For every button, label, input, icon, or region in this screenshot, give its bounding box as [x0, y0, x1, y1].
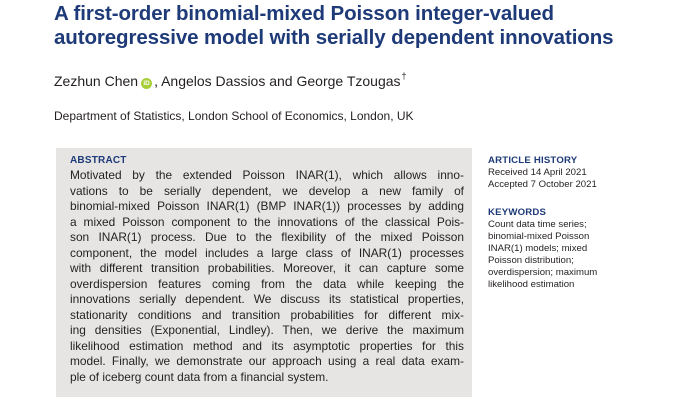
keyword-line: Count data time series; [488, 219, 587, 230]
received-date: Received 14 April 2021 [488, 167, 587, 178]
keywords-heading: KEYWORDS [488, 207, 547, 218]
abstract-line: overdispersion features coming from the … [70, 276, 464, 291]
author-names-rest: , Angelos Dassios and George Tzougas [154, 73, 401, 89]
keyword-line: likelihood estimation [488, 279, 575, 290]
dagger-mark: † [401, 71, 407, 81]
accepted-date: Accepted 7 October 2021 [488, 179, 597, 190]
abstract-text: Motivated by the extended Poisson INAR(1… [70, 168, 464, 385]
author-name: Zezhun Chen [54, 73, 139, 89]
abstract-line: with different transition probabilities.… [70, 261, 464, 275]
abstract-line: ing densities (Exponential, Lindley). Th… [70, 323, 464, 337]
orcid-icon[interactable]: iD [141, 78, 153, 89]
abstract-box [56, 148, 472, 397]
paper-title: A first-order binomial-mixed Poisson int… [54, 2, 654, 50]
abstract-line: ple of iceberg count data from a financi… [70, 369, 329, 384]
abstract-line: a mixed Poisson component to the innovat… [70, 214, 464, 229]
article-history: ARTICLE HISTORY Received 14 April 2021 A… [488, 155, 597, 191]
abstract-line: likelihood estimation method and its asy… [70, 338, 464, 353]
abstract-line: component, the model includes a large cl… [70, 245, 464, 260]
abstract-line: stationarity conditions and transition p… [70, 307, 464, 322]
abstract-line: vations to be serially dependent, we dev… [70, 183, 464, 198]
keyword-line: binomial-mixed Poisson [488, 231, 590, 242]
affiliation: Department of Statistics, London School … [54, 109, 414, 123]
keywords: KEYWORDS Count data time series; binomia… [488, 207, 597, 291]
keyword-line: INAR(1) models; mixed [488, 243, 588, 254]
title-line: autoregressive model with serially depen… [54, 26, 614, 49]
abstract-line: Motivated by the extended Poisson INAR(1… [70, 168, 464, 182]
article-history-heading: ARTICLE HISTORY [488, 155, 578, 166]
keyword-line: Poisson distribution; [488, 255, 574, 266]
abstract-line: son INAR(1) process. Due to the flexibil… [70, 230, 464, 244]
keyword-line: overdispersion; maximum [488, 267, 598, 278]
abstract-line: model. Finally, we demonstrate our appro… [70, 354, 464, 368]
title-line: A first-order binomial-mixed Poisson int… [54, 2, 554, 25]
abstract-line: binomial-mixed Poisson INAR(1) (BMP INAR… [70, 199, 464, 213]
abstract-line: innovations serially dependent. We discu… [70, 292, 464, 306]
author-list: Zezhun Chen iD, Angelos Dassios and Georg… [54, 66, 407, 91]
abstract-heading: ABSTRACT [70, 155, 127, 166]
